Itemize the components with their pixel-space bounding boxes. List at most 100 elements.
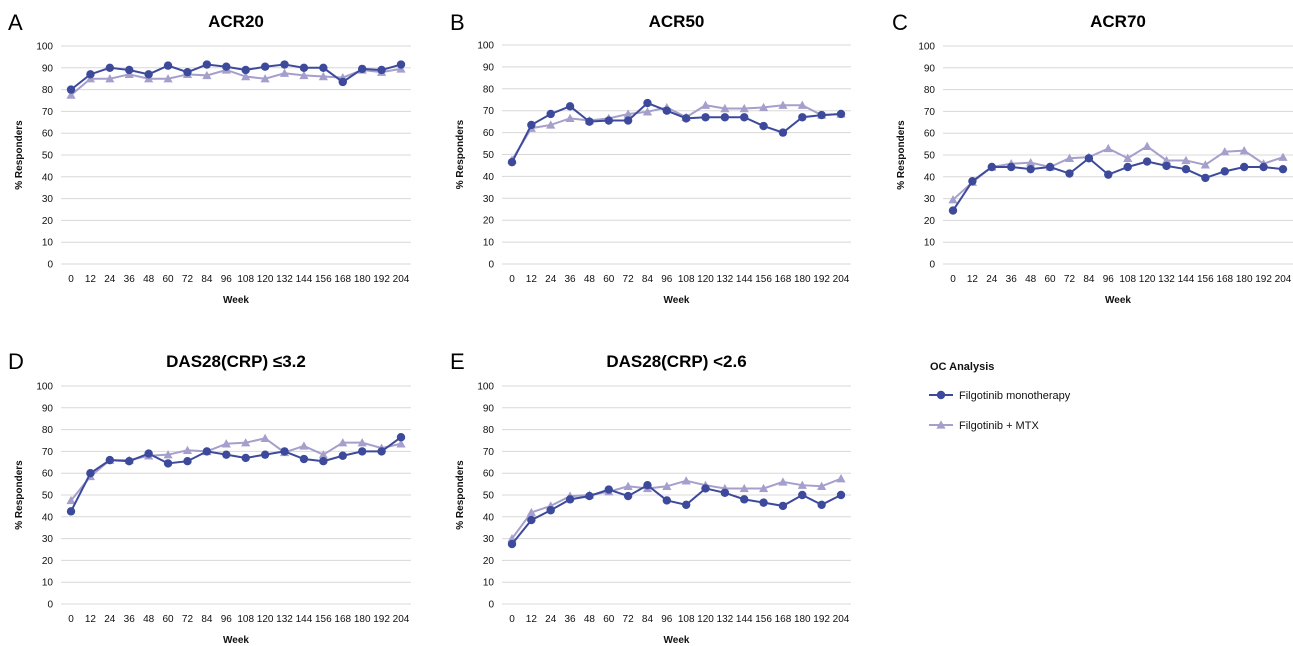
x-tick-label: 12: [85, 274, 97, 285]
x-tick-label: 132: [276, 274, 293, 285]
y-tick-label: 80: [42, 85, 54, 96]
y-tick-label: 50: [483, 491, 495, 502]
data-point: [987, 162, 997, 172]
x-axis-label: Week: [664, 295, 690, 306]
data-point: [1142, 157, 1152, 166]
x-tick-label: 120: [257, 614, 274, 625]
data-point: [241, 65, 250, 75]
y-tick-label: 0: [488, 600, 494, 611]
x-tick-label: 48: [584, 274, 596, 285]
chart-panel-a: A ACR20 0 10 20 30 40 50 60 70 80 90 100 0 12 24 36 48 60 7…: [8, 10, 411, 306]
y-tick-label: 70: [924, 107, 936, 118]
y-tick-label: 10: [483, 238, 495, 249]
chart-title: DAS28(CRP) <2.6: [606, 352, 746, 371]
data-point: [66, 495, 76, 505]
data-point: [740, 495, 749, 504]
data-point: [338, 77, 347, 87]
data-point: [1026, 164, 1035, 174]
data-point: [125, 457, 134, 466]
y-tick-label: 30: [42, 194, 54, 205]
data-point: [1239, 146, 1249, 155]
data-point: [163, 74, 173, 83]
x-tick-label: 72: [623, 614, 635, 625]
data-point: [623, 116, 633, 125]
x-tick-label: 120: [697, 274, 714, 285]
x-tick-label: 168: [334, 274, 351, 285]
data-point: [1181, 155, 1191, 165]
x-tick-label: 24: [545, 274, 557, 285]
data-point: [280, 60, 289, 69]
x-tick-label: 84: [1083, 274, 1095, 285]
x-tick-label: 12: [526, 614, 538, 625]
data-point: [1278, 152, 1288, 161]
x-tick-label: 204: [1275, 274, 1292, 285]
x-tick-label: 156: [315, 274, 332, 285]
x-tick-label: 12: [967, 274, 979, 285]
data-point: [1045, 162, 1055, 172]
x-axis-label: Week: [1105, 295, 1131, 306]
data-point: [280, 447, 289, 456]
x-tick-label: 156: [755, 614, 772, 625]
data-point: [105, 74, 115, 83]
x-tick-label: 0: [68, 614, 74, 625]
x-tick-label: 156: [1197, 274, 1214, 285]
y-tick-label: 60: [42, 469, 54, 480]
data-point: [299, 63, 309, 72]
y-tick-label: 40: [483, 172, 495, 183]
data-point: [338, 451, 347, 460]
data-point: [546, 109, 555, 119]
series-mtx: [66, 433, 406, 505]
x-tick-label: 120: [1139, 274, 1156, 285]
data-point: [260, 74, 270, 83]
data-point: [604, 116, 613, 125]
data-point: [681, 476, 691, 485]
data-point: [798, 490, 807, 500]
data-point: [1123, 162, 1132, 172]
x-tick-label: 12: [85, 614, 97, 625]
x-tick-label: 144: [296, 614, 313, 625]
data-point: [1278, 164, 1288, 174]
data-point: [183, 67, 192, 77]
data-point: [507, 539, 517, 549]
data-point: [396, 439, 406, 448]
data-point: [338, 438, 348, 447]
data-point: [1259, 162, 1268, 172]
data-point: [125, 65, 134, 75]
data-point: [739, 483, 749, 493]
data-point: [1026, 158, 1036, 167]
data-point: [739, 103, 749, 113]
x-tick-label: 96: [221, 614, 233, 625]
panel-letter: C: [892, 10, 908, 35]
data-point: [396, 60, 406, 69]
data-point: [662, 496, 672, 505]
data-point: [817, 110, 826, 120]
data-point: [1065, 169, 1074, 178]
x-tick-label: 156: [755, 274, 772, 285]
data-point: [66, 90, 76, 99]
x-tick-label: 24: [545, 614, 557, 625]
data-point: [778, 128, 788, 137]
y-tick-label: 20: [42, 556, 54, 567]
data-point: [546, 120, 556, 129]
y-tick-label: 70: [483, 106, 495, 117]
data-point: [1103, 143, 1113, 153]
y-tick-label: 10: [42, 238, 54, 249]
data-point: [357, 447, 367, 456]
data-point: [163, 61, 173, 70]
x-tick-label: 0: [509, 614, 515, 625]
data-point: [778, 477, 788, 486]
data-point: [527, 120, 536, 130]
x-tick-label: 108: [678, 274, 695, 285]
y-tick-label: 10: [42, 578, 54, 589]
x-tick-label: 168: [334, 614, 351, 625]
data-point: [183, 457, 192, 466]
series-monotherapy: [507, 98, 846, 167]
x-tick-label: 108: [237, 614, 254, 625]
y-tick-label: 10: [483, 578, 495, 589]
y-tick-label: 40: [42, 512, 54, 523]
x-tick-label: 192: [813, 614, 830, 625]
